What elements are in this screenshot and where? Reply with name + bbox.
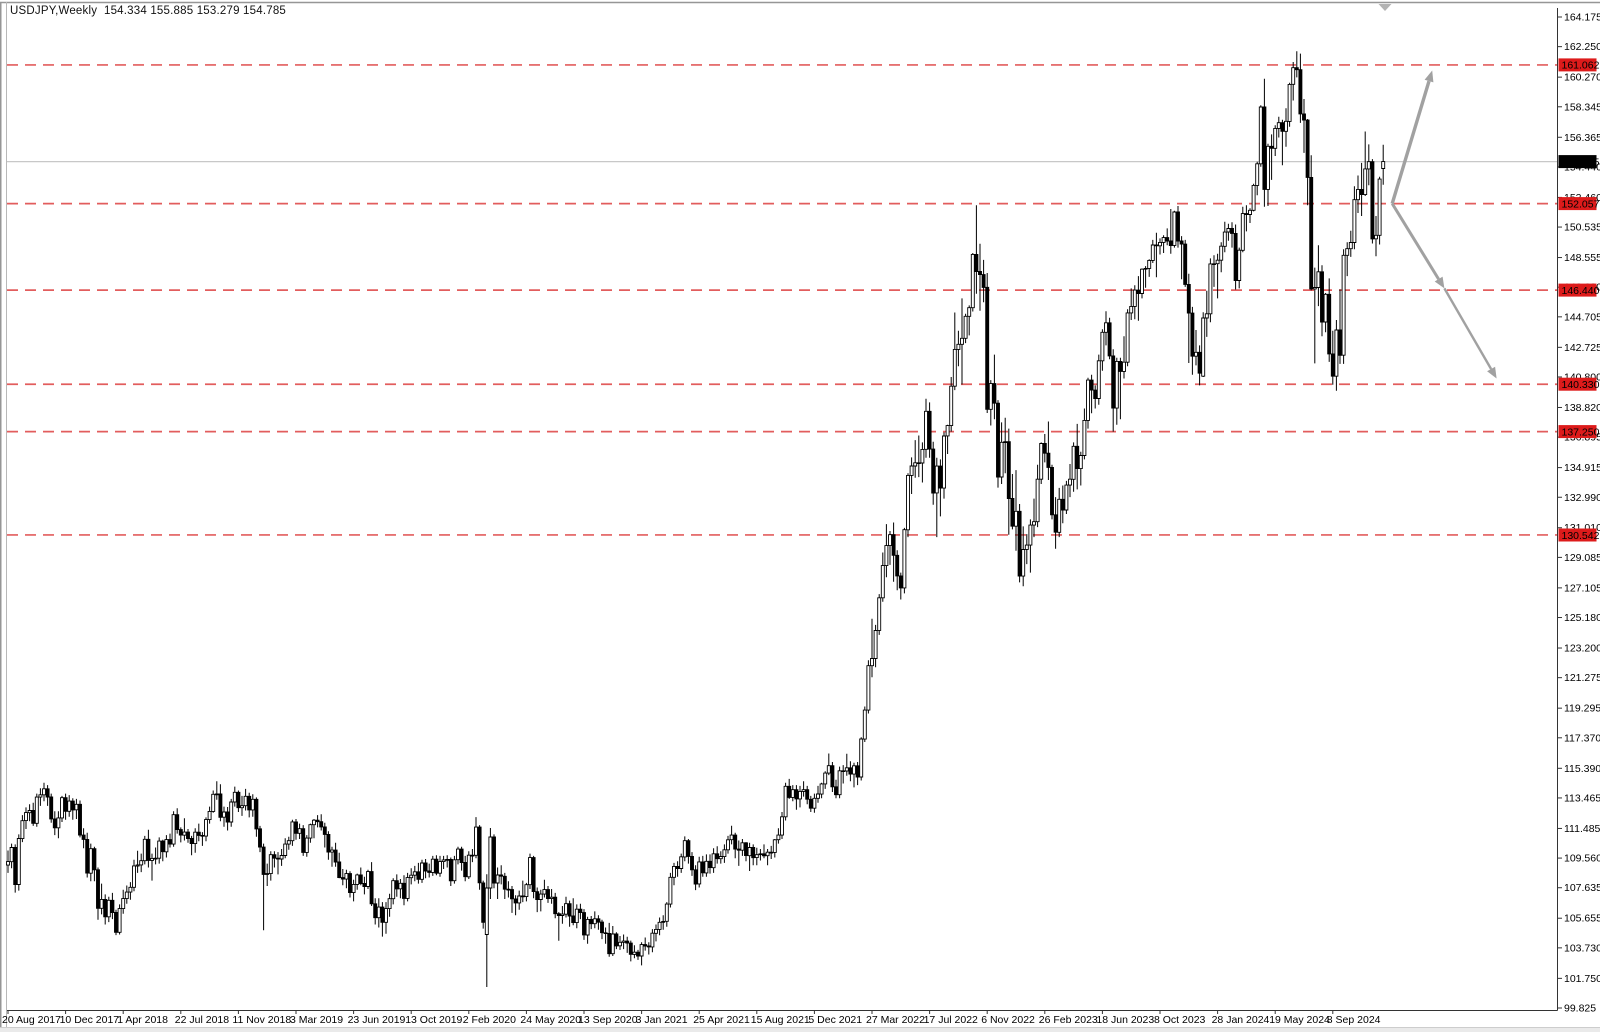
date-label: 24 May 2020 <box>520 1014 581 1026</box>
date-label: 8 Sep 2024 <box>1327 1014 1381 1026</box>
trend-arrow-line[interactable] <box>1390 80 1431 205</box>
date-label: 25 Apr 2021 <box>693 1014 750 1026</box>
price-tick-label: 117.370 <box>1564 732 1600 744</box>
trend-arrow-head-icon[interactable] <box>1424 70 1434 83</box>
price-tick-label: 129.085 <box>1564 552 1600 564</box>
date-label: 19 May 2024 <box>1269 1014 1330 1026</box>
price-tick-label: 127.105 <box>1564 582 1600 594</box>
level-price-badge-bg <box>1558 197 1597 211</box>
level-price-badge-text: 140.330 <box>1562 379 1600 391</box>
level-price-badge-text: 152.057 <box>1562 198 1600 210</box>
level-price-badge: 161.062 <box>1558 58 1600 72</box>
trend-arrow-down-continuation[interactable] <box>1443 287 1497 379</box>
price-tick-label: 162.250 <box>1564 41 1600 53</box>
date-label: 20 Aug 2017 <box>2 1014 61 1026</box>
date-label: 13 Sep 2020 <box>578 1014 638 1026</box>
trend-arrow-line[interactable] <box>1443 287 1493 370</box>
date-label: 10 Dec 2017 <box>60 1014 120 1026</box>
candle-wicks <box>7 51 1384 987</box>
price-tick-label: 144.705 <box>1564 311 1600 323</box>
date-label: 13 Oct 2019 <box>405 1014 462 1026</box>
trend-arrow-head-icon[interactable] <box>1434 276 1445 289</box>
price-tick-label: 123.200 <box>1564 643 1600 655</box>
bearish-candle-bodies <box>13 67 1375 957</box>
level-price-badge-text: 161.062 <box>1562 60 1600 72</box>
date-label: 28 Jan 2024 <box>1212 1014 1270 1026</box>
date-label: 8 Oct 2023 <box>1154 1014 1206 1026</box>
date-label: 5 Dec 2021 <box>808 1014 862 1026</box>
level-price-badge-bg <box>1558 528 1597 542</box>
trend-arrow-down[interactable] <box>1390 202 1445 289</box>
price-tick-label: 99.825 <box>1564 1003 1596 1015</box>
date-label: 26 Feb 2023 <box>1039 1014 1098 1026</box>
price-tick-label: 148.555 <box>1564 252 1600 264</box>
price-tick-label: 101.750 <box>1564 973 1600 985</box>
level-price-badge-bg <box>1558 283 1597 297</box>
price-tick-label: 150.535 <box>1564 222 1600 234</box>
trend-arrow-up[interactable] <box>1390 70 1434 205</box>
date-label: 2 Feb 2020 <box>463 1014 516 1026</box>
date-label: 17 Jul 2022 <box>924 1014 978 1026</box>
date-label: 27 Mar 2022 <box>866 1014 925 1026</box>
price-tick-label: 113.465 <box>1564 792 1600 804</box>
level-price-badge-bg <box>1558 58 1597 72</box>
trend-arrow-head-icon[interactable] <box>1487 366 1497 379</box>
price-tick-label: 160.270 <box>1564 72 1600 84</box>
level-price-badge: 140.330 <box>1558 377 1600 391</box>
date-label: 11 Nov 2018 <box>232 1014 291 1026</box>
level-price-badge-text: 130.542 <box>1562 530 1600 542</box>
price-tick-label: 164.175 <box>1564 12 1600 24</box>
level-price-badge: 152.057 <box>1558 197 1600 211</box>
price-tick-label: 111.485 <box>1564 823 1600 835</box>
level-price-badge: 146.440 <box>1558 283 1600 297</box>
price-tick-label: 105.655 <box>1564 913 1600 925</box>
date-label: 3 Jan 2021 <box>636 1014 688 1026</box>
current-price-badge: 154.785 <box>1558 155 1600 169</box>
current-price-badge-text: 154.785 <box>1562 156 1600 168</box>
price-tick-label: 103.730 <box>1564 942 1600 954</box>
date-label: 15 Aug 2021 <box>751 1014 810 1026</box>
price-tick-label: 107.635 <box>1564 882 1600 894</box>
statusbar-strip <box>0 1028 1600 1032</box>
price-tick-label: 119.295 <box>1564 703 1600 715</box>
price-tick-label: 134.915 <box>1564 462 1600 474</box>
level-price-badge-text: 137.250 <box>1562 426 1600 438</box>
date-label: 22 Jul 2018 <box>175 1014 229 1026</box>
price-tick-label: 138.820 <box>1564 402 1600 414</box>
level-price-badge-text: 146.440 <box>1562 285 1600 297</box>
bullish-candle-bodies <box>6 67 1386 957</box>
chart-ohlc-readout: USDJPY,Weekly 154.334 155.885 153.279 15… <box>10 5 287 17</box>
price-tick-label: 121.275 <box>1564 672 1600 684</box>
price-tick-label: 156.365 <box>1564 132 1600 144</box>
level-price-badge: 137.250 <box>1558 425 1600 439</box>
price-tick-label: 158.345 <box>1564 101 1600 113</box>
date-label: 23 Jun 2019 <box>348 1014 406 1026</box>
price-tick-label: 109.560 <box>1564 853 1600 865</box>
current-price-badge-bg <box>1558 155 1597 169</box>
date-label: 6 Nov 2022 <box>981 1014 1035 1026</box>
level-price-badge: 130.542 <box>1558 528 1600 542</box>
price-tick-label: 125.180 <box>1564 612 1600 624</box>
date-label: 1 Apr 2018 <box>117 1014 168 1026</box>
price-axis[interactable]: 164.175162.250160.270158.345156.365154.4… <box>1557 8 1600 1015</box>
price-tick-label: 115.390 <box>1564 763 1600 775</box>
level-price-badge-bg <box>1558 425 1597 439</box>
level-price-badge-bg <box>1558 377 1597 391</box>
chart-shift-marker-icon[interactable] <box>1378 4 1392 11</box>
date-label: 3 Mar 2019 <box>290 1014 343 1026</box>
price-tick-label: 142.725 <box>1564 342 1600 354</box>
date-label: 18 Jun 2023 <box>1096 1014 1154 1026</box>
price-tick-label: 132.990 <box>1564 492 1600 504</box>
level-lines[interactable] <box>7 64 1558 536</box>
trend-arrow-line[interactable] <box>1390 202 1440 280</box>
